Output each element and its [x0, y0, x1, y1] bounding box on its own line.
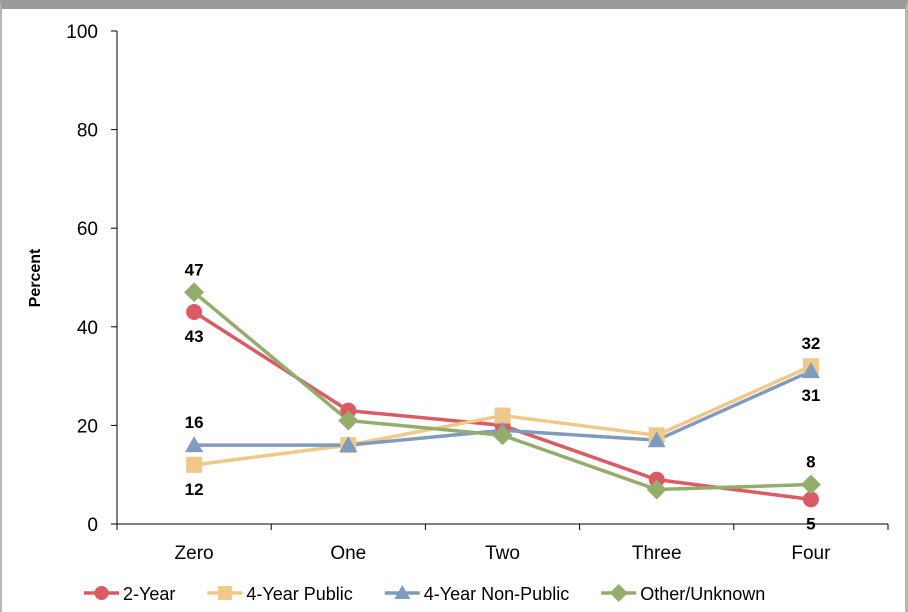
data-point [339, 436, 358, 453]
series-markers [184, 282, 821, 508]
legend-marker [394, 585, 411, 599]
legend-marker [94, 586, 109, 600]
data-label: 8 [806, 453, 815, 472]
data-point [800, 474, 821, 495]
data-point [186, 456, 203, 473]
x-tick-label: One [330, 543, 366, 564]
y-tick-label: 80 [77, 121, 98, 142]
data-point [647, 431, 666, 448]
data-label: 47 [185, 260, 204, 279]
legend-item: 4-Year Non-Public [384, 584, 569, 604]
data-label: 31 [801, 386, 820, 405]
data-label: 12 [185, 480, 204, 499]
data-point [184, 282, 205, 303]
y-tick-labels: 0 20 40 60 80 100 [66, 22, 98, 536]
legend-marker [609, 584, 628, 602]
legend-label: Other/Unknown [640, 584, 765, 604]
series-line-3 [192, 290, 811, 492]
data-label: 5 [806, 514, 815, 533]
data-point [494, 407, 511, 424]
data-point [492, 425, 513, 446]
x-tick-label: Four [791, 543, 831, 564]
legend: 2-Year 4-Year Public 4-Year Non-Public Othe… [84, 584, 765, 604]
data-point [802, 491, 819, 508]
x-tick-label: Zero [175, 543, 214, 564]
data-label: 43 [185, 327, 204, 346]
legend-item: Other/Unknown [601, 584, 765, 604]
axes [111, 30, 889, 530]
data-label: 16 [185, 413, 204, 432]
legend-item: 2-Year [84, 584, 175, 604]
data-label: 32 [801, 334, 820, 353]
x-tick-label: Two [485, 543, 520, 564]
legend-label: 2-Year [123, 584, 175, 604]
y-tick-label: 20 [77, 416, 98, 437]
data-labels: 47 43 16 12 32 31 8 5 [185, 260, 821, 533]
data-point [801, 362, 820, 379]
data-point [185, 436, 204, 453]
legend-label: 4-Year Public [246, 584, 352, 604]
data-point [186, 304, 203, 321]
y-axis-label: Percent [27, 248, 44, 307]
legend-marker [217, 586, 232, 600]
data-point [338, 410, 359, 431]
x-tick-label: Three [632, 543, 682, 564]
y-tick-label: 40 [77, 318, 98, 339]
legend-label: 4-Year Non-Public [424, 584, 569, 604]
series-lines [192, 290, 812, 502]
y-tick-label: 100 [66, 22, 98, 43]
series-line-0 [193, 310, 812, 502]
x-tick-labels: Zero One Two Three Four [175, 543, 832, 564]
legend-item: 4-Year Public [207, 584, 353, 604]
y-tick-label: 60 [77, 219, 98, 240]
y-tick-label: 0 [87, 515, 98, 536]
data-point [646, 479, 667, 500]
